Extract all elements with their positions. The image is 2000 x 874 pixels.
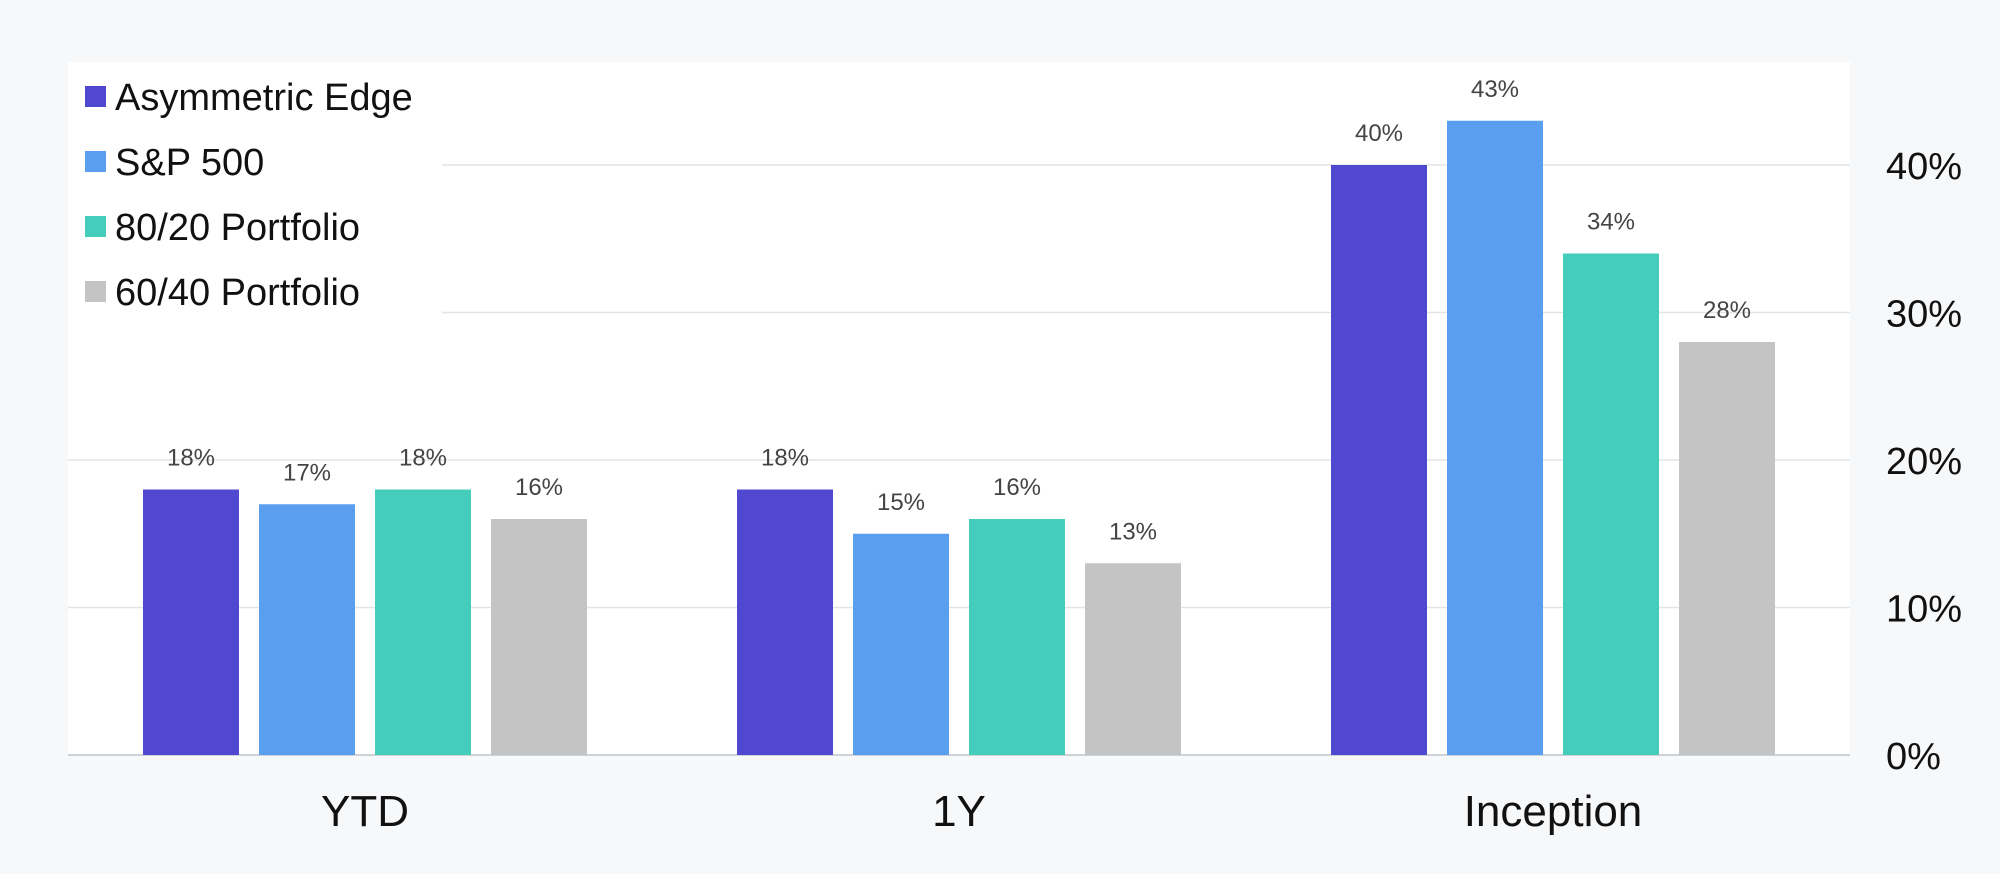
legend-swatch <box>85 216 106 237</box>
bar <box>375 489 471 755</box>
legend-label: S&P 500 <box>115 142 264 184</box>
bar-value-label: 34% <box>1587 209 1635 236</box>
y-tick-label: 0% <box>1886 736 1941 778</box>
legend-label: Asymmetric Edge <box>115 77 413 119</box>
y-axis: 0% 10% 20% 30% 40% <box>1886 146 1962 778</box>
y-tick-label: 10% <box>1886 589 1962 631</box>
x-category-label: Inception <box>1464 787 1643 836</box>
bar-value-label: 40% <box>1355 120 1403 147</box>
y-tick-label: 20% <box>1886 441 1962 483</box>
bar-value-label: 16% <box>515 474 563 501</box>
bar <box>969 519 1065 755</box>
gridlines <box>68 164 1850 756</box>
bar <box>737 489 833 755</box>
bar-value-label: 17% <box>283 459 331 486</box>
legend-swatch <box>85 281 106 302</box>
bar-value-label: 15% <box>877 489 925 516</box>
bar-value-label: 16% <box>993 474 1041 501</box>
x-category-label: YTD <box>321 787 409 836</box>
bar <box>853 533 949 755</box>
legend: Asymmetric Edge S&P 500 80/20 Portfolio 60/… <box>85 77 413 314</box>
y-tick-label: 40% <box>1886 146 1962 188</box>
plot-background <box>68 62 1850 756</box>
x-axis: YTD 1Y Inception <box>321 787 1642 836</box>
bar <box>1085 563 1181 755</box>
legend-label: 60/40 Portfolio <box>115 272 360 314</box>
bar-value-label: 18% <box>399 445 447 472</box>
legend-label: 80/20 Portfolio <box>115 207 360 249</box>
bar-value-label: 18% <box>167 445 215 472</box>
x-category-label: 1Y <box>932 787 986 836</box>
bars <box>143 120 1775 755</box>
y-tick-label: 30% <box>1886 294 1962 336</box>
legend-swatch <box>85 151 106 172</box>
bar-value-label: 13% <box>1109 518 1157 545</box>
legend-swatch <box>85 86 106 107</box>
bar <box>1331 165 1427 755</box>
bar <box>259 504 355 755</box>
bar <box>1563 253 1659 755</box>
data-labels: 18% 18% 40% 17% 15% 43% 18% 16% 34% 16% 13% 28% <box>167 76 1751 546</box>
bar <box>1447 120 1543 755</box>
bar <box>1679 342 1775 755</box>
bar-value-label: 18% <box>761 445 809 472</box>
bar-value-label: 28% <box>1703 297 1751 324</box>
bar-value-label: 43% <box>1471 76 1519 103</box>
bar <box>143 489 239 755</box>
bar <box>491 519 587 755</box>
